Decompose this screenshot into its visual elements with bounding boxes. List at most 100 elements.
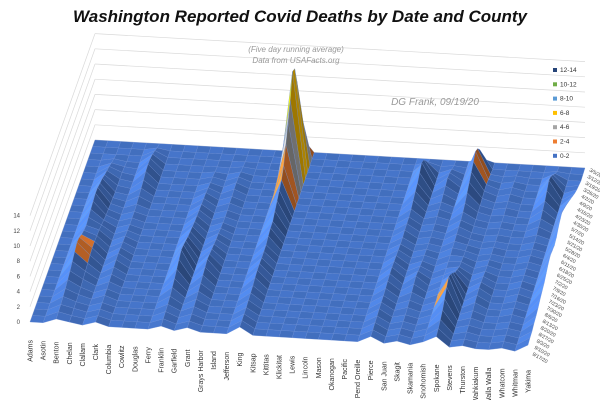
legend-swatch [553, 96, 557, 101]
surface-cell [133, 248, 150, 257]
surface-cell [50, 256, 67, 265]
gridline [94, 109, 586, 138]
surface-cell [384, 169, 401, 178]
county-label: Franklin [159, 348, 166, 373]
surface-cell [158, 176, 175, 185]
surface-cell [305, 331, 321, 340]
surface-cell [263, 296, 280, 304]
surface-cell [115, 300, 131, 309]
county-label: Lewis [290, 355, 297, 373]
legend-swatch [553, 153, 557, 158]
surface-cell [209, 299, 225, 308]
surface-cell [296, 198, 312, 206]
surface-cell [143, 295, 160, 304]
surface-cell [305, 171, 321, 180]
surface-cell [313, 265, 330, 274]
surface-cell [157, 216, 174, 225]
surface-cell [148, 242, 165, 251]
surface-cell [206, 153, 222, 161]
surface-cell [486, 221, 503, 230]
surface-cell [237, 254, 254, 263]
surface-cell [328, 299, 345, 308]
surface-cell [331, 173, 347, 182]
surface-cell [309, 198, 325, 207]
surface-cell [311, 152, 328, 160]
county-label: Benton [54, 341, 61, 363]
surface-cell [36, 295, 53, 304]
surface-cell [333, 246, 349, 255]
surface-cell [213, 286, 230, 295]
county-label: Okanogan [329, 358, 336, 390]
surface-cell [344, 334, 360, 342]
surface-cell [527, 178, 543, 186]
county-label: Thurston [460, 366, 467, 394]
surface-cell [350, 194, 366, 203]
surface-cell [69, 204, 85, 213]
surface-cell [313, 185, 330, 194]
surface-cell [285, 270, 301, 279]
surface-cell [117, 294, 134, 302]
surface-cell [315, 259, 332, 267]
surface-cell [179, 191, 196, 199]
gridline [29, 79, 96, 262]
surface-cell [215, 319, 232, 328]
surface-cell [361, 281, 378, 290]
surface-cell [221, 147, 238, 155]
surface-cell [138, 235, 154, 243]
surface-cell [283, 277, 299, 285]
surface-cell [307, 205, 323, 213]
surface-cell [372, 169, 388, 177]
surface-cell [296, 278, 312, 286]
surface-cell [354, 221, 371, 230]
surface-cell [292, 211, 308, 219]
surface-cell [249, 182, 265, 190]
surface-cell [397, 170, 414, 179]
surface-cell [186, 171, 203, 180]
surface-cell [333, 206, 349, 215]
surface-cell [156, 183, 172, 191]
surface-cell [229, 240, 245, 249]
surface-cell [335, 160, 351, 168]
surface-cell [318, 212, 334, 221]
surface-cell [380, 182, 397, 191]
surface-cell [395, 177, 412, 185]
surface-cell [182, 145, 199, 153]
legend-swatch [553, 68, 557, 72]
county-label: Wahkiakum [473, 367, 480, 400]
surface-cell [222, 260, 239, 268]
surface-cell [322, 199, 338, 208]
surface-cell [300, 264, 317, 273]
surface-cell [240, 208, 256, 216]
county-label: Walla Walla [486, 368, 493, 400]
surface-cell [320, 326, 336, 334]
surface-cell [289, 257, 306, 266]
county-label: Chelan [67, 342, 74, 364]
surface-cell [233, 227, 250, 236]
surface-cell [255, 162, 272, 171]
surface-cell [78, 178, 95, 187]
county-label: Clark [93, 343, 100, 360]
surface-cell [477, 335, 493, 344]
surface-cell [331, 253, 347, 262]
county-label: Pierce [368, 360, 375, 380]
surface-cell [285, 230, 302, 239]
surface-cell [32, 308, 48, 317]
surface-cell [326, 306, 343, 315]
surface-cell [278, 290, 295, 298]
surface-cell [130, 294, 147, 303]
surface-cell [294, 244, 310, 253]
surface-cell [294, 284, 310, 293]
surface-cell [365, 228, 382, 237]
surface-cell [367, 262, 384, 270]
surface-cell [250, 215, 267, 223]
surface-cell [135, 241, 152, 250]
back-walls [29, 33, 586, 323]
county-label: Lincoln [303, 356, 310, 378]
legend-label: 10-12 [560, 81, 577, 88]
surface-cell [211, 292, 227, 301]
surface-cell [354, 261, 371, 270]
surface-cell [506, 243, 522, 252]
surface-cell [309, 158, 326, 167]
surface-cell [291, 331, 308, 339]
surface-cell [281, 323, 297, 332]
